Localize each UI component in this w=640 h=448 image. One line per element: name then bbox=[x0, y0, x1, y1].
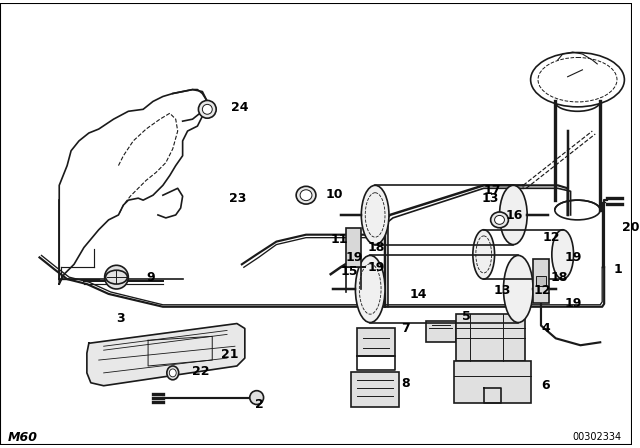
Circle shape bbox=[202, 104, 212, 114]
FancyBboxPatch shape bbox=[454, 361, 531, 402]
FancyBboxPatch shape bbox=[357, 328, 395, 356]
Text: 21: 21 bbox=[221, 348, 239, 361]
Text: 16: 16 bbox=[506, 209, 523, 223]
Text: 12: 12 bbox=[533, 284, 550, 297]
Text: 6: 6 bbox=[541, 379, 550, 392]
Text: 00302334: 00302334 bbox=[573, 432, 622, 442]
Ellipse shape bbox=[106, 270, 127, 284]
Text: 18: 18 bbox=[551, 271, 568, 284]
Text: 22: 22 bbox=[191, 366, 209, 379]
Ellipse shape bbox=[355, 255, 385, 323]
Text: 1: 1 bbox=[614, 263, 623, 276]
Ellipse shape bbox=[300, 190, 312, 201]
Ellipse shape bbox=[250, 391, 264, 405]
FancyBboxPatch shape bbox=[456, 314, 525, 361]
FancyBboxPatch shape bbox=[351, 372, 399, 407]
Text: 19: 19 bbox=[367, 261, 385, 274]
Circle shape bbox=[105, 265, 129, 289]
Ellipse shape bbox=[504, 255, 533, 323]
Text: 13: 13 bbox=[482, 192, 499, 205]
Text: 10: 10 bbox=[326, 188, 343, 201]
Text: M60: M60 bbox=[8, 431, 38, 444]
Ellipse shape bbox=[170, 369, 176, 377]
Ellipse shape bbox=[495, 215, 504, 224]
FancyBboxPatch shape bbox=[426, 321, 456, 342]
Text: 18: 18 bbox=[367, 241, 385, 254]
Ellipse shape bbox=[167, 366, 179, 380]
Text: 13: 13 bbox=[493, 284, 511, 297]
Ellipse shape bbox=[491, 212, 508, 228]
Text: 8: 8 bbox=[401, 377, 410, 390]
FancyBboxPatch shape bbox=[346, 228, 362, 267]
Text: 17: 17 bbox=[484, 184, 501, 197]
Text: 11: 11 bbox=[331, 233, 348, 246]
Text: 7: 7 bbox=[401, 322, 410, 335]
Text: 20: 20 bbox=[622, 221, 639, 234]
Text: 19: 19 bbox=[564, 251, 582, 264]
Ellipse shape bbox=[296, 186, 316, 204]
Text: 9: 9 bbox=[146, 271, 155, 284]
Text: 3: 3 bbox=[116, 312, 125, 325]
Circle shape bbox=[198, 100, 216, 118]
Text: 12: 12 bbox=[543, 231, 561, 244]
Text: 19: 19 bbox=[564, 297, 582, 310]
FancyBboxPatch shape bbox=[536, 276, 546, 286]
Text: 5: 5 bbox=[462, 310, 471, 323]
Polygon shape bbox=[87, 323, 245, 386]
Text: 2: 2 bbox=[255, 398, 264, 411]
Text: 4: 4 bbox=[541, 322, 550, 335]
Ellipse shape bbox=[473, 230, 495, 279]
Text: 24: 24 bbox=[231, 101, 248, 114]
Text: 15: 15 bbox=[340, 265, 358, 278]
Ellipse shape bbox=[552, 230, 573, 279]
FancyBboxPatch shape bbox=[533, 259, 549, 303]
Ellipse shape bbox=[362, 185, 389, 245]
Ellipse shape bbox=[499, 185, 527, 245]
Text: 19: 19 bbox=[346, 251, 363, 264]
Text: 14: 14 bbox=[410, 289, 427, 302]
Text: 23: 23 bbox=[229, 192, 246, 205]
